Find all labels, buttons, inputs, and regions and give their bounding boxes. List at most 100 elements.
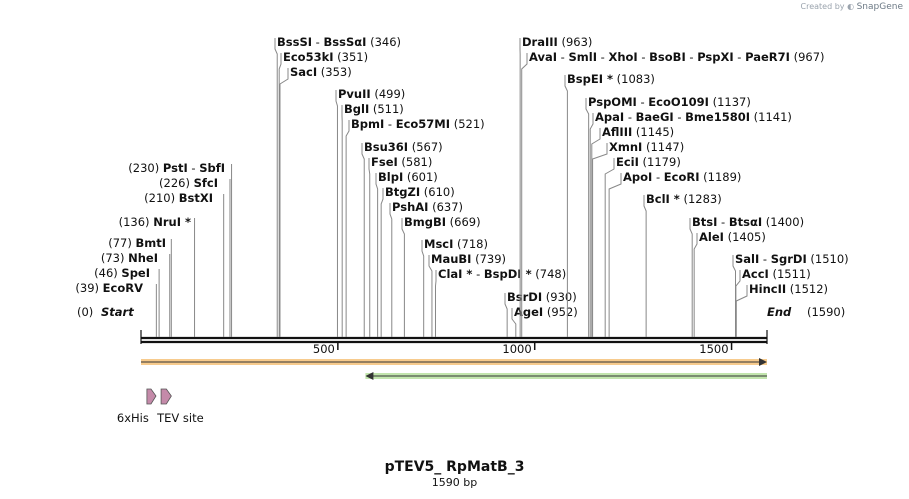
site-leader-line — [511, 308, 517, 337]
site-position: (1147) — [642, 140, 684, 154]
enzyme-name: BtsαI — [729, 215, 762, 229]
enzyme-name: BstXI — [179, 191, 213, 205]
site-btsi: BtsI - BtsαI (1400) — [689, 215, 804, 337]
site-position: (39) — [75, 281, 102, 295]
site-position: (610) — [420, 185, 455, 199]
site-position: (521) — [450, 117, 485, 131]
site-position: (748) — [532, 267, 567, 281]
site-label: PvuII (499) — [338, 87, 405, 101]
site-position: (967) — [790, 50, 825, 64]
site-label: BlpI (601) — [378, 170, 438, 184]
site-leader-line — [434, 270, 437, 337]
site-label: BmgBI (669) — [404, 215, 481, 229]
site-label: AvaI - SmlI - XhoI - BsoBI - PspXI - Pae… — [529, 50, 825, 64]
site-position: (46) — [94, 266, 121, 280]
enzyme-name: PspXI — [697, 50, 733, 64]
enzyme-name: EciI — [616, 155, 639, 169]
site-position: (210) — [144, 191, 179, 205]
enzyme-name: BssSI — [277, 35, 312, 49]
site-label: XmnI (1147) — [609, 140, 684, 154]
site-pshai: PshAI (637) — [389, 200, 463, 337]
enzyme-name: PspOMI — [588, 95, 637, 109]
site-afliii: AflIII (1145) — [591, 125, 674, 337]
site-label: DraIII (963) — [522, 35, 592, 49]
enzyme-name: AvaI — [529, 50, 557, 64]
site-msci: MscI (718) — [421, 237, 488, 337]
enzyme-name: XmnI — [609, 140, 642, 154]
site-position: (1145) — [632, 125, 674, 139]
site-pvuii: PvuII (499) — [335, 87, 405, 337]
site-label: AgeI (952) — [514, 305, 578, 319]
site-nrui: (136) NruI * — [119, 215, 196, 337]
site-label: (39) EcoRV — [75, 281, 143, 295]
site-position: (1283) — [680, 192, 722, 206]
feature-label: 6xHis — [117, 411, 149, 425]
site-leader-line — [421, 240, 425, 337]
site-label: ClaI * - BspDI * (748) — [438, 267, 566, 281]
site-bstxi: (210) BstXI — [144, 191, 225, 337]
enzyme-name: EcoRV — [103, 281, 143, 295]
site-position: (1512) — [786, 282, 828, 296]
site-position: (581) — [398, 155, 433, 169]
site-hincii: HincII (1512) — [735, 282, 828, 337]
site-label: PshAI (637) — [392, 200, 463, 214]
site-saci: SacI (353) — [279, 65, 352, 337]
enzyme-name: EcoRI — [664, 170, 700, 184]
enzyme-name: AflIII — [602, 125, 632, 139]
end-label: End — [767, 305, 792, 319]
enzyme-name: SalI — [735, 252, 759, 266]
site-position: (346) — [366, 35, 401, 49]
site-pspomi: PspOMI - EcoO109I (1137) — [585, 95, 751, 337]
site-label: (73) NheI — [101, 251, 158, 265]
site-apai: ApaI - BaeGI - Bme1580I (1141) — [589, 110, 792, 337]
enzyme-name: NruI * — [153, 215, 191, 229]
site-ecii: EciI (1179) — [604, 155, 681, 337]
site-leader-line — [361, 143, 365, 337]
site-label: (77) BmtI — [108, 236, 166, 250]
enzyme-name: BpmI — [351, 117, 384, 131]
site-position: (1400) — [762, 215, 804, 229]
enzyme-name: SfcI — [194, 176, 218, 190]
enzyme-name: SbfI — [199, 161, 225, 175]
site-position: (1141) — [750, 110, 792, 124]
site-position: (1510) — [807, 252, 849, 266]
site-position: (230) — [128, 161, 163, 175]
site-label: (210) BstXI — [144, 191, 213, 205]
enzyme-name: BspEI * — [567, 72, 613, 86]
site-sali: SalI - SgrDI (1510) — [732, 252, 849, 337]
site-avai: AvaI - SmlI - XhoI - BsoBI - PspXI - Pae… — [521, 50, 825, 337]
enzyme-name: BtsI — [692, 215, 717, 229]
site-label: HincII (1512) — [749, 282, 828, 296]
site-position: (1083) — [613, 72, 655, 86]
site-position: (73) — [101, 251, 128, 265]
map-title: pTEV5_ RpMatB_3 — [384, 459, 525, 475]
enzyme-name: NheI — [128, 251, 158, 265]
site-label: ApaI - BaeGI - Bme1580I (1141) — [595, 110, 792, 124]
enzyme-name: PstI — [163, 161, 188, 175]
site-leader-line — [643, 195, 647, 337]
site-leader-line — [278, 53, 282, 337]
site-label: PspOMI - EcoO109I (1137) — [588, 95, 751, 109]
enzyme-name: AleI — [699, 230, 724, 244]
site-maubi: MauBI (739) — [428, 252, 506, 337]
snapgene-credit: Created by ◐ SnapGene — [801, 2, 904, 12]
credit-brand: SnapGene — [856, 2, 903, 12]
enzyme-name: ClaI * — [438, 267, 472, 281]
site-label: (136) NruI * — [119, 215, 191, 229]
site-leader-line — [521, 53, 528, 337]
site-label: EciI (1179) — [616, 155, 681, 169]
site-leader-line — [335, 90, 338, 337]
enzyme-name: Bsu36I — [364, 140, 408, 154]
site-label: FseI (581) — [371, 155, 432, 169]
enzyme-name: SacI — [290, 65, 317, 79]
site-leader-line — [589, 113, 594, 337]
feature-6xhis-arrow — [146, 388, 157, 405]
site-leader-line — [608, 173, 622, 337]
site-psti: (230) PstI - SbfI — [128, 161, 233, 337]
site-position: (1511) — [769, 267, 811, 281]
enzyme-name: Eco53kI — [283, 50, 334, 64]
site-label: (230) PstI - SbfI — [128, 161, 225, 175]
enzyme-name: HincII — [749, 282, 786, 296]
site-leader-line — [693, 233, 698, 337]
end-position: (1590) — [807, 305, 845, 319]
